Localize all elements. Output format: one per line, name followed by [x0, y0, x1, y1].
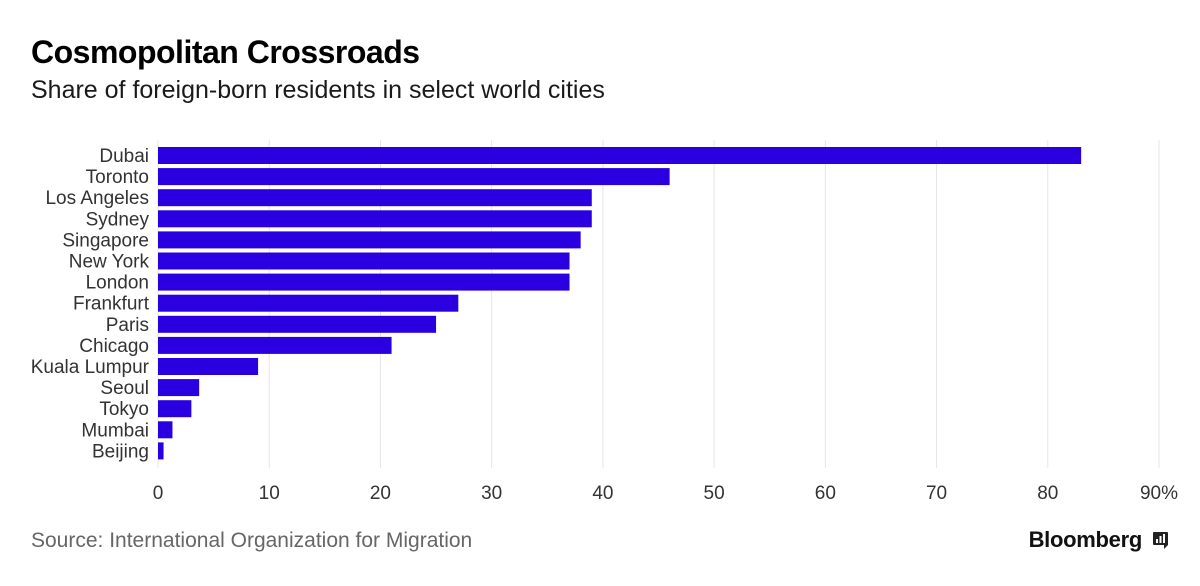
brand-logo: Bloomberg	[1028, 527, 1143, 552]
bar	[158, 315, 437, 333]
bar	[158, 379, 200, 397]
category-label: Frankfurt	[73, 294, 150, 315]
category-label: London	[86, 273, 149, 294]
category-label: Paris	[106, 315, 149, 336]
source-note: Source: International Organization for M…	[31, 529, 473, 552]
bar	[158, 336, 392, 354]
x-tick-label: 20	[370, 483, 391, 504]
x-tick-label: 90%	[1140, 483, 1178, 504]
x-tick-label: 10	[259, 483, 280, 504]
bar	[158, 400, 192, 418]
category-label: Sydney	[86, 209, 150, 230]
bar	[158, 210, 592, 228]
category-label: Chicago	[79, 336, 149, 357]
category-label: Los Angeles	[45, 188, 149, 209]
chart-title: Cosmopolitan Crossroads	[31, 34, 420, 70]
bar	[158, 252, 570, 270]
x-axis-tick-labels: 0 10 20 30 40 50 60 70 80 90%	[153, 483, 1178, 504]
bloomberg-chart-icon	[1153, 532, 1168, 549]
x-tick-label: 30	[481, 483, 502, 504]
bar	[158, 273, 570, 291]
category-label: Dubai	[99, 146, 149, 167]
category-label: Beijing	[92, 441, 149, 462]
x-tick-label: 50	[704, 483, 725, 504]
x-tick-label: 70	[926, 483, 947, 504]
category-label: Tokyo	[99, 399, 149, 420]
x-tick-label: 0	[153, 483, 164, 504]
bar	[158, 189, 592, 207]
x-tick-label: 60	[815, 483, 836, 504]
category-label: Seoul	[100, 378, 149, 399]
bar	[158, 294, 459, 312]
x-tick-label: 80	[1037, 483, 1058, 504]
bar	[158, 421, 173, 439]
category-label: Singapore	[62, 230, 149, 251]
x-tick-label: 40	[592, 483, 613, 504]
chart-subtitle: Share of foreign-born residents in selec…	[31, 76, 605, 104]
category-label: Kuala Lumpur	[31, 357, 150, 378]
bar	[158, 442, 164, 460]
category-label: New York	[69, 252, 150, 273]
category-label: Mumbai	[81, 420, 149, 441]
bars	[158, 147, 1082, 460]
bar	[158, 147, 1082, 164]
bar	[158, 358, 259, 375]
bar	[158, 168, 670, 186]
bar	[158, 231, 581, 249]
category-label: Toronto	[86, 167, 149, 188]
